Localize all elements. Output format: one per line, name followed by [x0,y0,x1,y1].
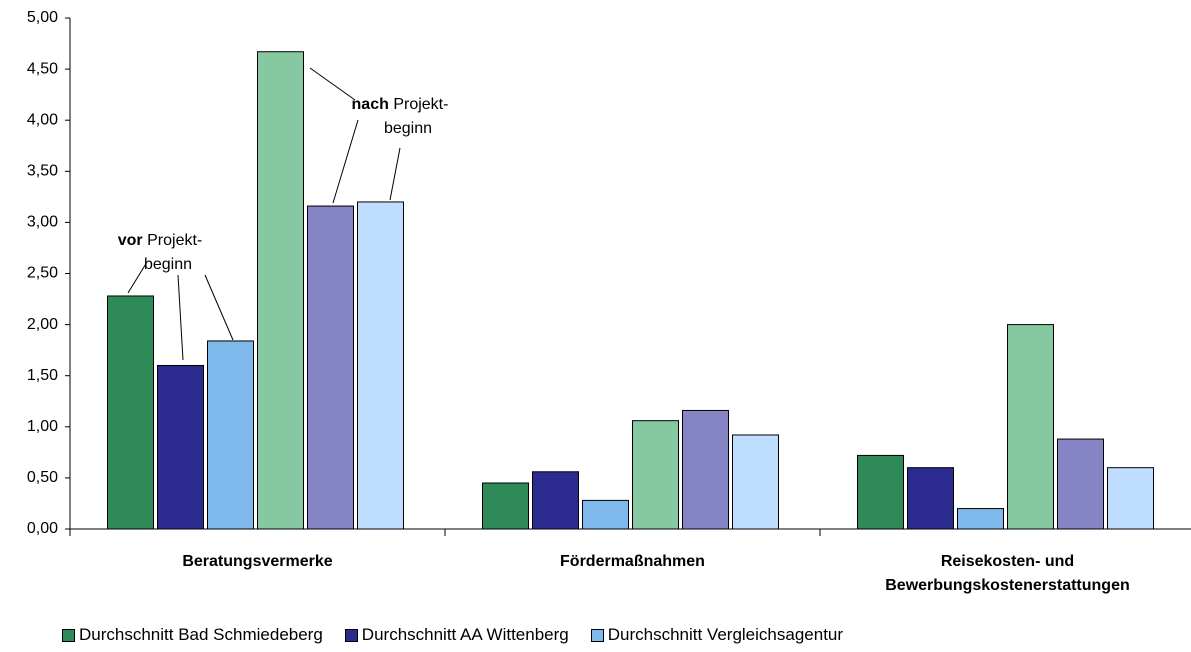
y-tick-label: 3,50 [27,163,58,180]
bar [307,205,354,530]
annotation-text: Projekt- [393,96,448,113]
bar [857,454,904,530]
annotation-line2: beginn [144,256,192,273]
bar [207,340,254,530]
bar [1007,324,1054,530]
legend-item: Durchschnitt Vergleichsagentur [590,625,844,645]
x-tick-label: Reisekosten- und Bewerbungskostenerstatt… [885,553,1130,594]
legend-item: Durchschnitt AA Wittenberg [344,625,569,645]
bar [357,201,404,530]
legend-swatch [344,628,358,642]
legend-swatch [62,628,75,642]
bar [157,364,204,530]
bar [732,434,779,530]
bar [682,409,729,530]
y-tick-label: 0,00 [27,520,58,537]
y-tick-label: 0,50 [27,469,58,486]
annotation-line2: beginn [384,120,432,137]
leader-line [177,274,184,361]
leader-line [332,119,359,204]
annotation: nach Projekt- [352,96,449,113]
leader-line [204,274,234,341]
y-tick-label: 5,00 [27,9,58,26]
legend-swatch [590,628,604,642]
y-tick-label: 1,50 [27,367,58,384]
bar [257,51,304,530]
bar [907,467,954,530]
leader-line [127,261,148,294]
y-tick-label: 4,00 [27,111,58,128]
legend-label: Durchschnitt AA Wittenberg [361,625,569,644]
annotation-bold: nach [352,96,389,113]
legend-item: Durchschnitt Bad Schmiedeberg [62,625,323,645]
y-tick-label: 2,00 [27,316,58,333]
leader-line [309,67,356,101]
legend-label: Durchschnitt Bad Schmiedeberg [79,625,323,644]
annotation-bold: vor [118,232,143,249]
y-tick-label: 1,00 [27,418,58,435]
y-tick-label: 2,50 [27,265,58,282]
y-tick-label: 3,00 [27,214,58,231]
legend: Durchschnitt Bad Schmiedeberg Durchschnit… [62,625,843,645]
leader-line [389,147,401,201]
bar [582,499,629,530]
x-tick-label: Beratungsvermerke [182,553,333,570]
annotation: vor Projekt- [118,232,202,249]
x-tick-label: Fördermaßnahmen [560,553,705,570]
bar [1107,467,1154,530]
legend-label: Durchschnitt Vergleichsagentur [607,625,844,644]
annotation-text: Projekt- [147,232,202,249]
bar [957,508,1004,530]
bar [632,420,679,530]
y-tick-label: 4,50 [27,60,58,77]
bar [532,471,579,530]
bar [1057,438,1104,530]
bar [482,482,529,530]
bar [107,295,154,530]
